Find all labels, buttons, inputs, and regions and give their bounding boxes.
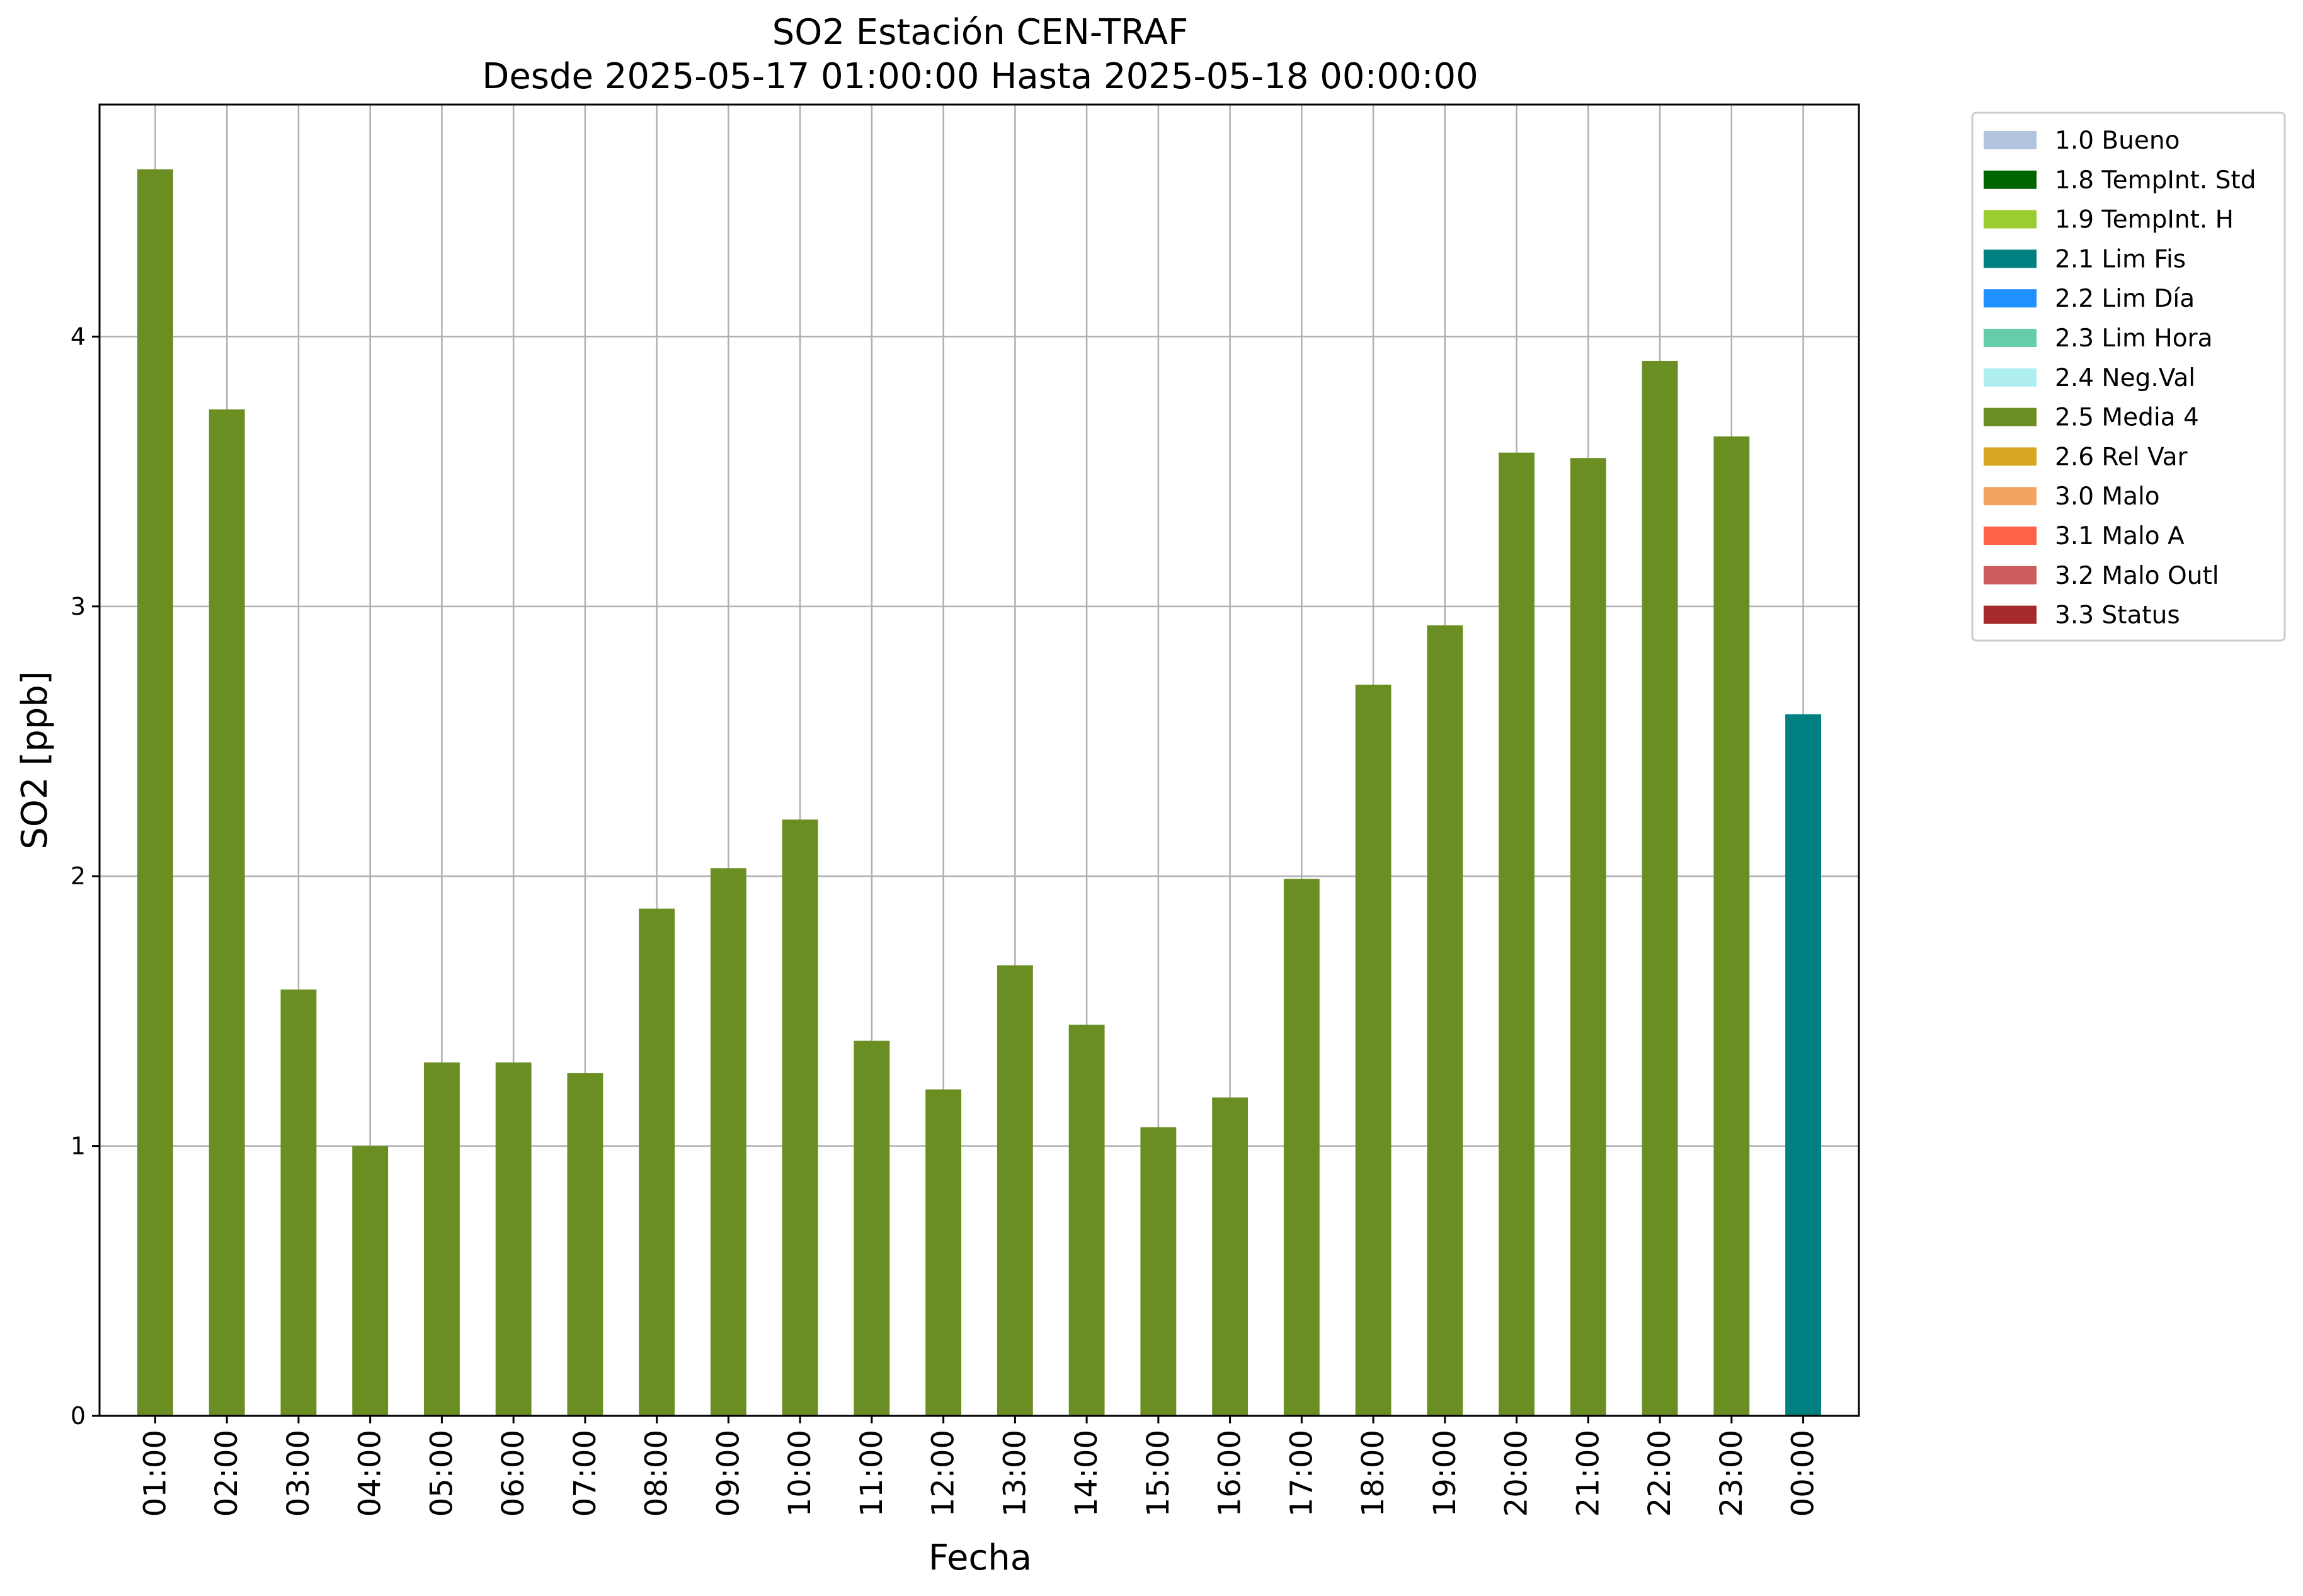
legend-swatch: [1984, 170, 2037, 189]
bar-1700: [1283, 879, 1320, 1416]
legend-swatch: [1984, 566, 2037, 584]
legend-label: 3.0 Malo: [2055, 482, 2160, 511]
bar-1100: [854, 1040, 890, 1416]
bar-2300: [1713, 436, 1750, 1416]
bar-0400: [352, 1146, 389, 1416]
bar-0500: [423, 1062, 460, 1416]
plot-area-frame: [98, 103, 1860, 1417]
bar-1400: [1068, 1024, 1105, 1416]
x-tick-label: 17:00: [1284, 1430, 1319, 1517]
x-tick-label: 07:00: [568, 1430, 603, 1517]
y-tick-label: 1: [71, 1132, 86, 1160]
x-tick-label: 15:00: [1141, 1430, 1176, 1517]
legend-label: 2.3 Lim Hora: [2055, 324, 2213, 353]
x-tick-label: 04:00: [353, 1430, 388, 1517]
bar-2000: [1499, 452, 1535, 1416]
legend-swatch: [1984, 249, 2037, 268]
legend-swatch: [1984, 131, 2037, 149]
legend-swatch: [1984, 329, 2037, 347]
x-tick-label: 06:00: [496, 1430, 531, 1517]
y-tick-label: 0: [71, 1402, 86, 1430]
x-tick-label: 13:00: [997, 1430, 1032, 1517]
bars-group: [137, 169, 1822, 1416]
bar-1800: [1355, 685, 1392, 1416]
y-axis-label: SO2 [ppb]: [14, 671, 55, 849]
bar-0000: [1785, 714, 1822, 1416]
y-tick-label: 2: [71, 862, 86, 890]
legend-label: 2.1 Lim Fis: [2055, 245, 2186, 273]
legend-swatch: [1984, 210, 2037, 229]
bar-0700: [567, 1073, 603, 1416]
x-tick-label: 01:00: [137, 1430, 173, 1517]
bar-0200: [209, 409, 245, 1416]
bar-0600: [495, 1062, 532, 1416]
legend-swatch: [1984, 527, 2037, 545]
legend-swatch: [1984, 408, 2037, 426]
legend-swatch: [1984, 368, 2037, 387]
bar-1200: [925, 1089, 962, 1416]
x-tick-label: 10:00: [782, 1430, 818, 1517]
x-tick-label: 19:00: [1427, 1430, 1463, 1517]
legend-swatch: [1984, 605, 2037, 624]
legend-label: 3.2 Malo Outl: [2055, 562, 2219, 590]
bar-0800: [639, 908, 675, 1416]
legend-label: 1.0 Bueno: [2055, 127, 2180, 155]
x-axis-label: Fecha: [929, 1537, 1032, 1578]
x-tick-label: 03:00: [281, 1430, 316, 1517]
x-tick-label: 20:00: [1499, 1430, 1534, 1517]
x-tick-label: 22:00: [1642, 1430, 1677, 1517]
x-tick-label: 14:00: [1069, 1430, 1104, 1517]
bar-2100: [1570, 458, 1606, 1416]
bar-1600: [1212, 1097, 1249, 1416]
bar-2200: [1642, 360, 1678, 1416]
x-tick-label: 00:00: [1786, 1430, 1821, 1517]
legend-swatch: [1984, 289, 2037, 308]
x-tick-label: 16:00: [1213, 1430, 1248, 1517]
bar-0100: [137, 169, 173, 1416]
legend-box: [1971, 111, 2286, 642]
bar-1300: [997, 965, 1033, 1416]
y-tick-label: 4: [71, 322, 86, 350]
bar-0900: [710, 868, 746, 1416]
legend-label: 2.6 Rel Var: [2055, 443, 2188, 471]
chart-title: SO2 Estación CEN-TRAF: [772, 12, 1189, 53]
x-tick-label: 11:00: [854, 1430, 889, 1517]
legend-label: 3.3 Status: [2055, 601, 2180, 630]
bar-0300: [280, 989, 317, 1416]
legend-label: 2.2 Lim Día: [2055, 285, 2195, 313]
legend-label: 2.4 Neg.Val: [2055, 364, 2195, 392]
legend-swatch: [1984, 447, 2037, 466]
x-tick-label: 21:00: [1570, 1430, 1606, 1517]
legend-items: 1.0 Bueno 1.8 TempInt. Std 1.9 TempInt. H 2…: [1984, 127, 2256, 630]
x-tick-label: 18:00: [1356, 1430, 1391, 1517]
bar-1500: [1140, 1127, 1177, 1416]
chart-subtitle: Desde 2025-05-17 01:00:00 Hasta 2025-05-…: [482, 56, 1478, 97]
x-tick-label: 08:00: [639, 1430, 675, 1517]
legend-swatch: [1984, 487, 2037, 506]
x-tick-label: 05:00: [424, 1430, 459, 1517]
y-axis-ticks: 0 1 2 3 4: [71, 322, 100, 1430]
x-tick-label: 12:00: [926, 1430, 961, 1517]
legend-label: 1.9 TempInt. H: [2055, 206, 2234, 234]
legend-label: 1.8 TempInt. Std: [2055, 166, 2256, 195]
y-tick-label: 3: [71, 593, 86, 620]
x-axis-ticks: 01:00 02:00 03:00 04:00 05:00 06:00 07:00 08:00…: [137, 1416, 1821, 1517]
legend-label: 2.5 Media 4: [2055, 404, 2199, 432]
bar-1900: [1427, 625, 1463, 1416]
x-tick-label: 02:00: [209, 1430, 244, 1517]
legend: 1.0 Bueno 1.8 TempInt. Std 1.9 TempInt. H 2…: [1971, 111, 2286, 642]
x-tick-label: 23:00: [1714, 1430, 1749, 1517]
legend-label: 3.1 Malo A: [2055, 522, 2185, 550]
bar-1000: [782, 819, 818, 1416]
x-tick-label: 09:00: [711, 1430, 746, 1517]
